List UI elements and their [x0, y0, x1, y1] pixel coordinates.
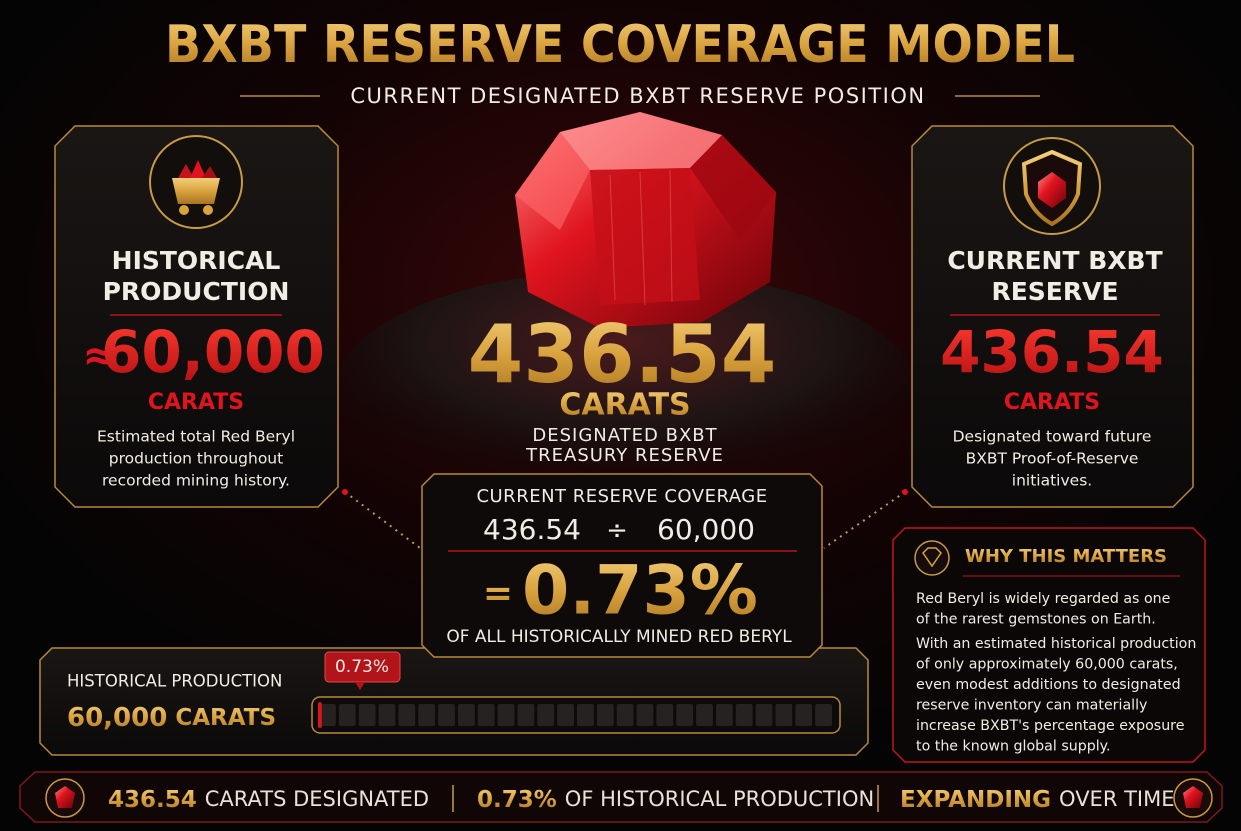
progress-value: 60,000 — [67, 703, 167, 733]
segment — [637, 704, 654, 726]
segment — [736, 704, 753, 726]
why-line: of only approximately 60,000 carats, — [916, 657, 1178, 673]
why-line: even modest additions to designated — [916, 677, 1181, 693]
card-title: HISTORICAL — [112, 246, 281, 275]
coverage-title: CURRENT RESERVE COVERAGE — [476, 486, 767, 507]
segment — [656, 704, 673, 726]
segment — [458, 704, 475, 726]
connector-dot — [902, 489, 908, 495]
segment — [815, 704, 832, 726]
card-unit: CARATS — [1004, 390, 1100, 415]
segment — [398, 704, 415, 726]
card-title: RESERVE — [991, 277, 1118, 306]
card-description: initiatives. — [1012, 472, 1092, 490]
footer-item: 0.73% OF HISTORICAL PRODUCTION — [477, 787, 874, 813]
segment — [359, 704, 376, 726]
footer-items: 436.54 CARATS DESIGNATED 0.73% OF HISTORICA… — [108, 787, 1175, 813]
card-unit: CARATS — [148, 390, 244, 415]
progress-unit: CARATS — [175, 705, 276, 731]
footer-text: OVER TIME — [1059, 787, 1174, 811]
card-title: CURRENT BXBT — [947, 246, 1162, 275]
footer-strong: EXPANDING — [900, 787, 1051, 813]
segment — [716, 704, 733, 726]
segment — [795, 704, 812, 726]
card-value: 436.54 — [940, 318, 1164, 386]
footer-item: 436.54 CARATS DESIGNATED — [108, 787, 429, 813]
segment — [379, 704, 396, 726]
segment — [339, 704, 356, 726]
equals: = — [483, 573, 513, 614]
why-line: With an estimated historical production — [916, 636, 1196, 652]
denominator: 60,000 — [657, 513, 755, 546]
infographic: BXBT RESERVE COVERAGE MODEL CURRENT DESI… — [0, 0, 1241, 831]
why-line: of the rarest gemstones on Earth. — [916, 612, 1156, 628]
why-title: WHY THIS MATTERS — [965, 546, 1167, 567]
segment — [537, 704, 554, 726]
progress-fill — [318, 702, 322, 728]
card-title: PRODUCTION — [103, 277, 290, 306]
connector-dot — [342, 489, 348, 495]
center-caption: TREASURY RESERVE — [525, 445, 724, 466]
card-description: Estimated total Red Beryl — [97, 428, 295, 446]
coverage-result: 0.73% — [522, 552, 758, 631]
footer-strong: 436.54 — [108, 787, 197, 813]
subtitle: CURRENT DESIGNATED BXBT RESERVE POSITION — [350, 84, 925, 108]
segment — [478, 704, 495, 726]
footer-strong: 0.73% — [477, 787, 557, 813]
progress-label: HISTORICAL PRODUCTION — [67, 672, 282, 691]
segment — [498, 704, 515, 726]
segment — [438, 704, 455, 726]
card-description: recorded mining history. — [102, 472, 290, 490]
center-caption: DESIGNATED BXBT — [532, 425, 717, 446]
footer-text: OF HISTORICAL PRODUCTION — [565, 787, 874, 811]
card-description: BXBT Proof-of-Reserve — [966, 450, 1139, 468]
segment — [577, 704, 594, 726]
center-unit: CARATS — [559, 388, 690, 423]
segment — [775, 704, 792, 726]
footer-text: CARATS DESIGNATED — [205, 787, 429, 811]
operator: ÷ — [606, 516, 628, 546]
segment — [517, 704, 534, 726]
segment — [557, 704, 574, 726]
coverage-caption: OF ALL HISTORICALLY MINED RED BERYL — [446, 627, 792, 647]
card-description: Designated toward future — [953, 428, 1152, 446]
segment — [418, 704, 435, 726]
segment — [597, 704, 614, 726]
why-line: increase BXBT's percentage exposure — [916, 718, 1184, 734]
marker-label: 0.73% — [335, 657, 389, 677]
why-line: reserve inventory can materially — [916, 698, 1147, 714]
why-line: to the known global supply. — [916, 739, 1111, 755]
segment — [756, 704, 773, 726]
diamond-icon — [915, 541, 949, 575]
card-description: production throughout — [109, 450, 283, 468]
segment — [696, 704, 713, 726]
numerator: 436.54 — [483, 513, 581, 546]
footer-item: EXPANDING OVER TIME — [900, 787, 1175, 813]
title: BXBT RESERVE COVERAGE MODEL — [165, 15, 1075, 75]
card-value: 60,000 — [101, 318, 325, 386]
segment — [617, 704, 634, 726]
why-line: Red Beryl is widely regarded as one — [916, 591, 1170, 607]
segment — [676, 704, 693, 726]
